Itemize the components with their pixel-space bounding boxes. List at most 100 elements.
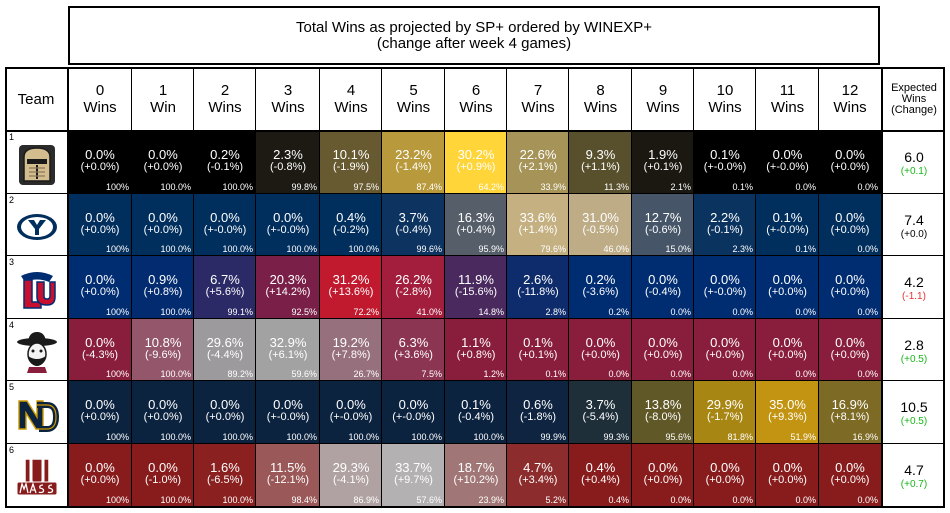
probability-change: (+0.1%) [518, 349, 558, 361]
win-probability: 0.0% [835, 272, 865, 287]
wins-column-number: 1 [158, 82, 168, 99]
probability-change: (+5.6%) [205, 286, 245, 298]
wins-column-header: 9 Wins [632, 67, 694, 131]
probability-cell: 12.7% (-0.6%) 15.0% [632, 194, 694, 256]
probability-change: (+0.0%) [205, 411, 245, 423]
probability-cell: 0.0% (-4.3%) 100% [68, 319, 132, 381]
win-probability: 35.0% [769, 397, 806, 412]
cumulative-probability: 0.0% [795, 369, 816, 379]
win-probability: 0.0% [273, 397, 303, 412]
column-separator [193, 67, 194, 507]
probability-change: (+0.0%) [143, 411, 183, 423]
expected-wins-value: 2.8 [904, 337, 924, 353]
wins-column-number: 11 [779, 82, 796, 99]
probability-cell: 11.5% (-12.1%) 98.4% [256, 444, 320, 507]
wins-column-unit: Wins [708, 99, 742, 116]
win-probability: 9.3% [585, 147, 616, 162]
cumulative-probability: 0.0% [795, 307, 816, 317]
cumulative-probability: 100.0% [160, 495, 191, 505]
column-separator [693, 67, 694, 507]
probability-cell: 6.7% (+5.6%) 99.1% [194, 256, 256, 319]
probability-change: (+0.1%) [643, 161, 683, 173]
win-probability: 1.9% [648, 147, 678, 162]
team-rank: 2 [9, 195, 15, 205]
probability-change: (+-0.0%) [266, 224, 310, 236]
row-separator [5, 193, 945, 194]
win-probability: 0.0% [273, 210, 303, 225]
probability-change: (+0.0%) [768, 349, 807, 361]
probability-cell: 33.6% (+1.4%) 79.6% [507, 194, 569, 256]
cumulative-probability: 0.0% [670, 369, 691, 379]
probability-cell: 0.0% (+0.0%) 0.0% [569, 319, 632, 381]
probability-change: (-0.2%) [332, 224, 370, 236]
cumulative-probability: 72.2% [353, 307, 379, 317]
probability-change: (-4.4%) [206, 349, 244, 361]
probability-cell: 0.4% (-0.2%) 100.0% [320, 194, 382, 256]
probability-cell: 2.3% (-0.8%) 99.8% [256, 131, 320, 194]
expected-header-line-2: Wins [901, 92, 927, 105]
table-border-right [943, 67, 945, 507]
probability-cell: 0.0% (+0.0%) 100% [68, 381, 132, 444]
wins-column-unit: Wins [459, 99, 493, 116]
win-probability: 0.1% [461, 397, 491, 412]
probability-change: (+0.8%) [456, 349, 496, 361]
cumulative-probability: 64.2% [478, 182, 504, 192]
probability-cell: 30.2% (+0.9%) 64.2% [445, 131, 507, 194]
cumulative-probability: 0.0% [608, 369, 629, 379]
win-probability: 20.3% [269, 272, 307, 287]
expected-wins-change: (+0.0) [900, 229, 928, 240]
cumulative-probability: 7.5% [421, 369, 442, 379]
probability-change: (+10.2%) [453, 474, 499, 486]
win-probability: 0.0% [772, 460, 803, 475]
cumulative-probability: 100% [105, 495, 129, 505]
win-probability: 0.2% [585, 272, 616, 287]
cumulative-probability: 0.1% [732, 182, 753, 192]
cumulative-probability: 87.4% [416, 182, 442, 192]
probability-change: (-0.1%) [706, 224, 744, 236]
probability-cell: 0.0% (+0.0%) 0.0% [819, 131, 881, 194]
probability-change: (-12.1%) [266, 474, 310, 486]
probability-change: (+0.0%) [768, 286, 807, 298]
expected-header-line-1: Expected [891, 81, 937, 94]
win-probability: 3.7% [585, 397, 616, 412]
cumulative-probability: 0.0% [670, 495, 691, 505]
probability-change: (+0.0%) [768, 474, 807, 486]
byu-oval-y-logo [15, 205, 59, 254]
win-probability: 0.0% [398, 397, 429, 412]
probability-change: (+3.6%) [394, 349, 433, 361]
probability-change: (-2.8%) [395, 286, 432, 298]
probability-cell: 0.0% (+0.0%) 0.0% [756, 319, 819, 381]
team-rank: 5 [9, 382, 15, 392]
wins-column-header: 6 Wins [445, 67, 507, 131]
probability-cell: 0.0% (+0.0%) 0.0% [819, 194, 881, 256]
cumulative-probability: 100% [105, 182, 129, 192]
expected-wins-value: 4.2 [904, 274, 924, 290]
win-probability: 1.6% [210, 460, 240, 475]
cumulative-probability: 0.0% [857, 244, 878, 254]
probability-cell: 18.7% (+10.2%) 23.9% [445, 444, 507, 507]
title-box: Total Wins as projected by SP+ ordered b… [68, 6, 880, 65]
cumulative-probability: 100% [105, 244, 129, 254]
wins-column-header: 2 Wins [194, 67, 256, 131]
win-probability: 32.9% [269, 335, 307, 350]
column-separator [381, 67, 382, 507]
win-probability: 0.0% [148, 147, 178, 162]
cumulative-probability: 100.0% [160, 307, 191, 317]
probability-cell: 0.0% (+0.0%) 100.0% [132, 381, 194, 444]
cumulative-probability: 98.4% [291, 495, 317, 505]
probability-cell: 29.9% (-1.7%) 81.8% [694, 381, 756, 444]
header-separator [5, 130, 945, 132]
cumulative-probability: 100% [105, 369, 129, 379]
probability-cell: 20.3% (+14.2%) 92.5% [256, 256, 320, 319]
probability-cell: 0.0% (+0.0%) 0.0% [819, 256, 881, 319]
win-probability: 0.0% [835, 210, 865, 225]
win-probability: 0.0% [648, 272, 678, 287]
row-separator [5, 255, 945, 256]
wins-column-unit: Wins [208, 99, 242, 116]
cumulative-probability: 0.0% [857, 182, 878, 192]
cumulative-probability: 79.6% [540, 244, 566, 254]
cumulative-probability: 89.2% [227, 369, 253, 379]
cumulative-probability: 0.0% [670, 307, 691, 317]
wins-column-header: 4 Wins [320, 67, 382, 131]
